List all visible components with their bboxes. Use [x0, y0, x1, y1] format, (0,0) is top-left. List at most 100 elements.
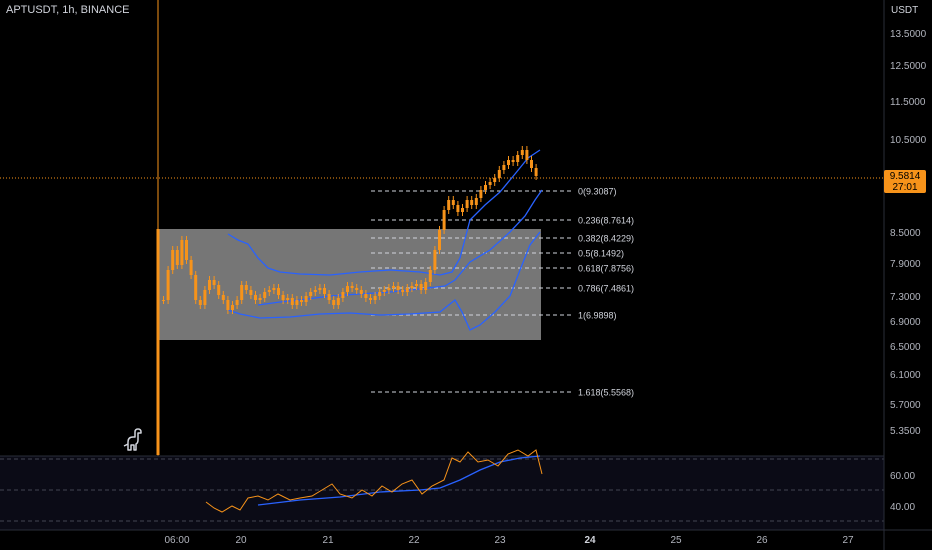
candle-body [428, 270, 432, 282]
candle-body [309, 292, 313, 296]
candle-body [249, 290, 253, 295]
candle-body [240, 285, 244, 300]
candle-body [194, 275, 198, 300]
candle-body [231, 305, 234, 310]
lower-band [227, 231, 541, 331]
candle-body [221, 295, 225, 300]
candle-body [474, 198, 478, 205]
fib-level-label: 0.236(8.7614) [578, 216, 634, 226]
rsi-tick-label: 60.00 [890, 471, 915, 482]
candle-body [373, 296, 377, 300]
candle-body [415, 284, 418, 286]
time-tick-label: 24 [584, 535, 596, 546]
candle-body [401, 290, 405, 292]
price-tick-label: 13.5000 [890, 29, 927, 40]
candle-body [442, 210, 446, 230]
candle-body [175, 250, 179, 265]
middle-band [257, 189, 543, 306]
candle-body [272, 288, 276, 290]
candle-body [438, 230, 441, 250]
candle-body [304, 296, 308, 302]
candle-body [355, 288, 359, 290]
price-tick-label: 7.9000 [890, 259, 921, 270]
time-tick-label: 06:00 [164, 535, 189, 546]
candle-body [461, 208, 464, 212]
price-tick-label: 6.5000 [890, 342, 921, 353]
candle-body [295, 300, 299, 305]
candle-body [396, 286, 400, 290]
candle-body [212, 280, 216, 285]
candle-body [507, 160, 510, 165]
candle-body [382, 290, 386, 292]
candle-body [465, 200, 469, 208]
fib-level-label: 0.786(7.4861) [578, 284, 634, 294]
rsi-ma-line [257, 455, 541, 506]
candle-body [359, 290, 363, 294]
consolidation-range-box[interactable] [158, 229, 541, 340]
candle-body [313, 290, 317, 292]
candle-body [488, 182, 492, 185]
price-axis-unit[interactable]: USDT [891, 5, 919, 16]
candle-body [189, 260, 193, 275]
time-tick-label: 20 [235, 535, 247, 546]
candle-body [493, 178, 497, 182]
candle-body [180, 240, 184, 265]
candles [162, 146, 538, 314]
candle-body [336, 298, 340, 305]
candle-body [424, 282, 428, 290]
candle-body [263, 292, 267, 298]
fib-level-label: 1(6.9898) [578, 311, 617, 321]
fibonacci-retracement[interactable]: 0(9.3087) 0.236(8.7614) 0.382(8.4229) 0.5(8… [371, 187, 634, 398]
candle-body [497, 170, 501, 178]
fib-level-label: 0(9.3087) [578, 187, 617, 197]
price-tick-label: 5.3500 [890, 426, 921, 437]
candle-body [534, 168, 538, 176]
price-tick-label: 12.5000 [890, 61, 927, 72]
candle-body [530, 160, 533, 168]
rsi-tick-label: 40.00 [890, 502, 915, 513]
candle-body [203, 290, 207, 305]
price-tick-label: 11.5000 [890, 97, 926, 108]
time-tick-label: 21 [322, 535, 334, 546]
price-tick-label: 8.5000 [890, 228, 921, 239]
candle-body [327, 294, 331, 300]
candle-body [267, 290, 271, 292]
candle-body [520, 150, 524, 155]
price-tick-label: 6.9000 [890, 317, 921, 328]
candle-body [162, 300, 165, 301]
price-tick-label: 5.7000 [890, 400, 921, 411]
candle-body [364, 294, 368, 298]
rsi-pane[interactable] [0, 449, 884, 530]
candle-body [346, 286, 349, 292]
candle-body [410, 286, 414, 288]
candle-body [290, 298, 294, 305]
candle-body [516, 155, 520, 162]
symbol-label[interactable]: APTUSDT, 1h, BINANCE [6, 4, 130, 16]
candle-body [511, 160, 515, 162]
candle-body [419, 284, 423, 290]
candle-body [166, 270, 170, 300]
candle-body [208, 280, 211, 290]
candle-body [392, 286, 395, 288]
candle-body [433, 250, 437, 270]
candle-body [451, 200, 455, 205]
fib-level-label: 1.618(5.5568) [578, 388, 634, 398]
price-tick-label: 10.5000 [890, 135, 927, 146]
candle-body [217, 285, 221, 295]
candle-body [318, 288, 322, 290]
candle-body [484, 185, 487, 190]
candle-body [470, 200, 474, 205]
fib-level-label: 0.618(7.8756) [578, 264, 634, 274]
candle-body [235, 300, 239, 305]
candle-body [332, 300, 336, 305]
candle-body [525, 150, 529, 160]
price-tick-label: 6.1000 [890, 370, 921, 381]
candle-body [254, 295, 257, 300]
current-price-value: 9.5814 [889, 171, 921, 182]
candle-body [369, 298, 372, 300]
time-tick-label: 26 [756, 535, 768, 546]
tradingview-dino-icon[interactable] [122, 428, 144, 452]
candle-body [300, 300, 303, 302]
